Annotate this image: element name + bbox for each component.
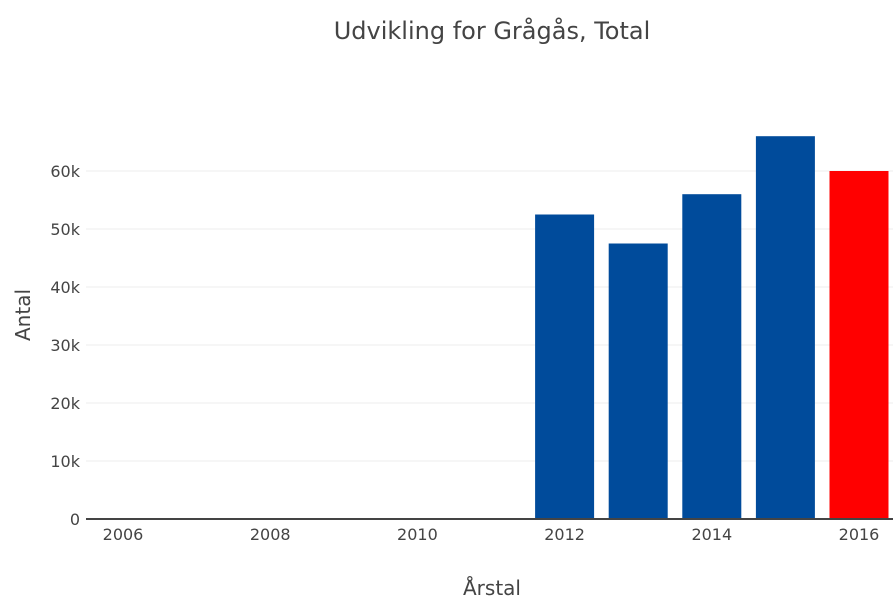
bar-2015 — [755, 136, 815, 519]
x-tick-label: 2014 — [691, 525, 732, 544]
x-tick-label: 2012 — [544, 525, 585, 544]
bar-2014 — [682, 194, 742, 519]
y-tick-label: 40k — [50, 278, 80, 297]
y-tick-label: 10k — [50, 452, 80, 471]
x-tick-label: 2016 — [839, 525, 880, 544]
y-tick-label: 50k — [50, 220, 80, 239]
bar-2012 — [535, 214, 595, 519]
y-axis-ticks: 0 10k 20k 30k 40k 50k 60k — [50, 162, 80, 529]
bars — [535, 136, 889, 519]
x-tick-label: 2008 — [250, 525, 291, 544]
bar-2013 — [608, 243, 668, 519]
y-tick-label: 20k — [50, 394, 80, 413]
bar-2016 — [829, 171, 889, 519]
y-axis-label: Antal — [11, 289, 35, 341]
x-axis-ticks: 2006 2008 2010 2012 2014 2016 — [103, 525, 880, 544]
chart-title: Udvikling for Grågås, Total — [334, 16, 651, 45]
y-tick-label: 30k — [50, 336, 80, 355]
x-tick-label: 2010 — [397, 525, 438, 544]
x-axis-label: Årstal — [463, 576, 521, 599]
x-tick-label: 2006 — [103, 525, 144, 544]
y-tick-label: 60k — [50, 162, 80, 181]
y-tick-label: 0 — [70, 510, 80, 529]
